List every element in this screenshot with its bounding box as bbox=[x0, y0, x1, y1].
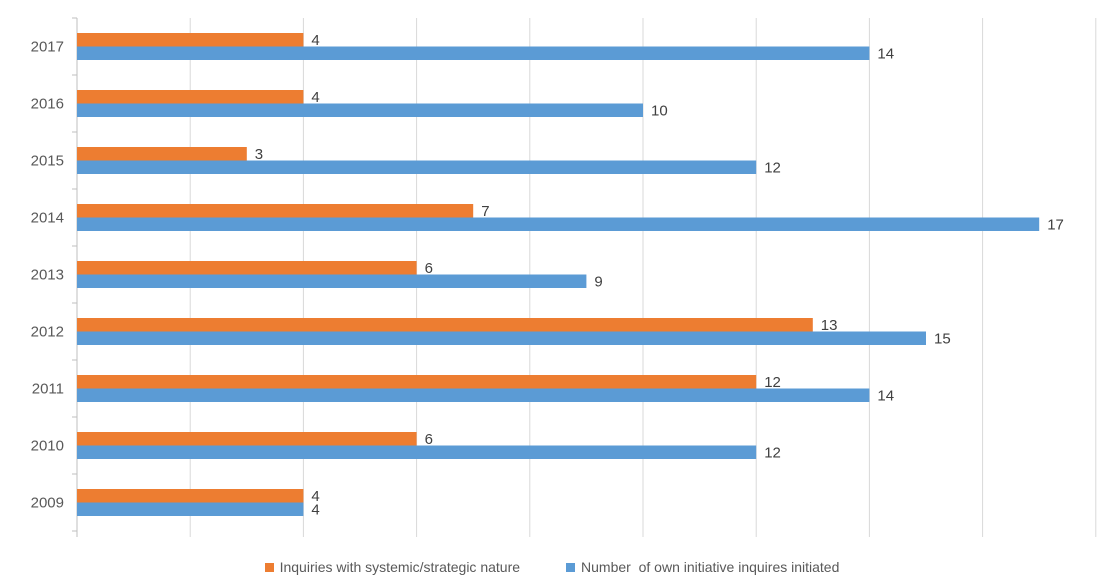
bar bbox=[77, 432, 417, 446]
legend-swatch-own-initiative bbox=[566, 562, 576, 572]
bar bbox=[77, 204, 474, 218]
data-label: 4 bbox=[311, 488, 319, 505]
category-label: 2011 bbox=[32, 381, 64, 398]
legend: Inquiries with systemic/strategic nature… bbox=[0, 556, 1104, 578]
bar bbox=[77, 375, 757, 389]
bar bbox=[77, 147, 247, 161]
data-label: 4 bbox=[311, 501, 319, 518]
data-label: 12 bbox=[764, 159, 781, 176]
bar bbox=[77, 103, 643, 117]
bar bbox=[77, 274, 587, 288]
category-label: 2012 bbox=[31, 324, 64, 341]
bar bbox=[77, 388, 870, 402]
legend-item-own-initiative: Number of own initiative inquires initia… bbox=[566, 559, 839, 575]
data-label: 4 bbox=[311, 89, 319, 106]
data-label: 7 bbox=[481, 203, 489, 220]
bar bbox=[77, 160, 757, 174]
category-label: 2017 bbox=[31, 39, 64, 56]
category-label: 2010 bbox=[31, 438, 64, 455]
bar bbox=[77, 261, 417, 275]
data-label: 17 bbox=[1047, 216, 1064, 233]
bar bbox=[77, 318, 813, 332]
data-label: 10 bbox=[651, 102, 668, 119]
legend-item-systemic: Inquiries with systemic/strategic nature bbox=[264, 559, 521, 575]
legend-swatch-systemic bbox=[264, 562, 274, 572]
data-label: 6 bbox=[425, 260, 433, 277]
category-label: 2014 bbox=[31, 210, 64, 227]
bar bbox=[77, 46, 870, 60]
category-label: 2013 bbox=[31, 267, 64, 284]
category-label: 2015 bbox=[31, 153, 64, 170]
data-label: 12 bbox=[764, 444, 781, 461]
data-label: 9 bbox=[594, 273, 602, 290]
data-label: 12 bbox=[764, 374, 781, 391]
data-label: 13 bbox=[821, 317, 838, 334]
bar bbox=[77, 33, 304, 47]
data-label: 14 bbox=[877, 387, 894, 404]
data-label: 6 bbox=[425, 431, 433, 448]
bar bbox=[77, 489, 304, 503]
category-label: 2016 bbox=[31, 96, 64, 113]
bar bbox=[77, 502, 304, 516]
legend-label-own-initiative: Number of own initiative inquires initia… bbox=[581, 559, 840, 575]
data-label: 3 bbox=[255, 146, 263, 163]
bar bbox=[77, 217, 1040, 231]
category-label: 2009 bbox=[31, 495, 64, 512]
data-label: 4 bbox=[311, 32, 319, 49]
chart-plot: 2017 4 14 2016 4 10 2015 3 12 2014 7 17 2013 6 9 2012 13… bbox=[31, 17, 1097, 537]
bar bbox=[77, 90, 304, 104]
data-label: 14 bbox=[877, 45, 894, 62]
bar bbox=[77, 445, 757, 459]
data-label: 15 bbox=[934, 330, 951, 347]
legend-label-systemic: Inquiries with systemic/strategic nature bbox=[279, 559, 521, 575]
bar bbox=[77, 331, 926, 345]
